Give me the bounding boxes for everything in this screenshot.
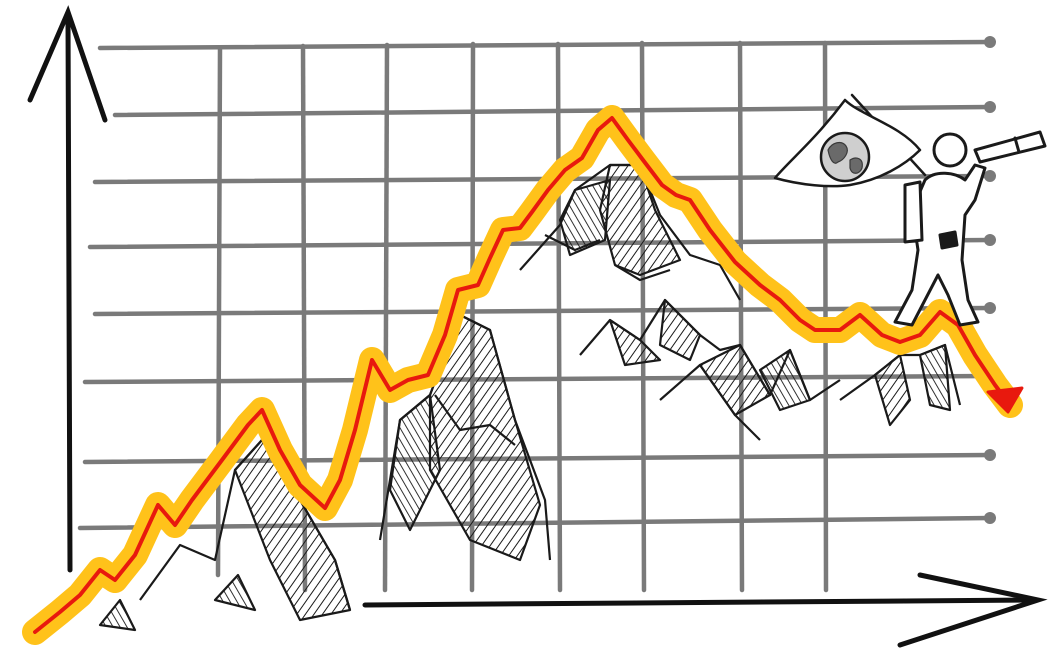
- mountain-left-rocks: [98, 573, 257, 632]
- grid-line-h-4: [87, 237, 993, 250]
- grid-line-h-1: [97, 39, 993, 51]
- x-axis-arrowhead: [897, 572, 1048, 648]
- grid-line-h-8: [77, 515, 993, 531]
- telescope-explorer-icon: [893, 130, 1047, 327]
- explorer-head: [932, 132, 968, 168]
- telescope-band: [1013, 136, 1021, 154]
- ridge-lower-outline-2: [659, 363, 761, 441]
- mountain-mid-outline: [378, 313, 552, 561]
- grid-dots: [984, 36, 996, 524]
- grid-line-v-1: [215, 45, 223, 578]
- grid-line-h-6: [82, 373, 993, 385]
- grid-dot-7: [984, 449, 996, 461]
- mountain-mid-shade-2: [388, 393, 442, 532]
- grid-dot-2: [984, 101, 996, 113]
- grid-dot-4: [984, 234, 996, 246]
- globe-flag-icon: [773, 93, 927, 188]
- grid-dot-5: [984, 302, 996, 314]
- ridge-right-shade: [873, 353, 912, 427]
- grid-line-v-5: [555, 41, 563, 593]
- grid: [77, 39, 993, 593]
- y-axis-line: [65, 15, 73, 573]
- ridge-lower-outline: [579, 298, 841, 402]
- grid-dot-3: [984, 170, 996, 182]
- ridge-right-outline: [839, 343, 962, 406]
- axes: [27, 5, 1048, 648]
- grid-line-h-5: [92, 305, 993, 317]
- mountain-main-shade-2: [558, 178, 612, 257]
- mountain-mid-crack: [434, 394, 516, 446]
- grid-line-v-3: [382, 42, 390, 593]
- mountains: [98, 163, 962, 632]
- grid-line-v-6: [639, 40, 647, 593]
- x-axis-line: [362, 597, 1038, 608]
- mountain-main-crack: [544, 234, 671, 282]
- telescope: [973, 130, 1047, 164]
- ridge-right-shade-2: [918, 343, 952, 412]
- grid-dot-1: [984, 36, 996, 48]
- mountain-left-outline: [139, 438, 352, 611]
- trend-line: [22, 105, 1024, 645]
- trend-arrowhead: [986, 386, 1024, 414]
- explorer-backpack: [903, 180, 924, 244]
- grid-line-v-7: [737, 40, 745, 593]
- trend-line-core: [33, 116, 1012, 634]
- y-axis-arrowhead: [27, 5, 108, 123]
- explorer-belt: [938, 230, 959, 250]
- ridge-1-shade: [608, 318, 662, 367]
- globe-continents: [827, 141, 863, 174]
- grid-dot-8: [984, 512, 996, 524]
